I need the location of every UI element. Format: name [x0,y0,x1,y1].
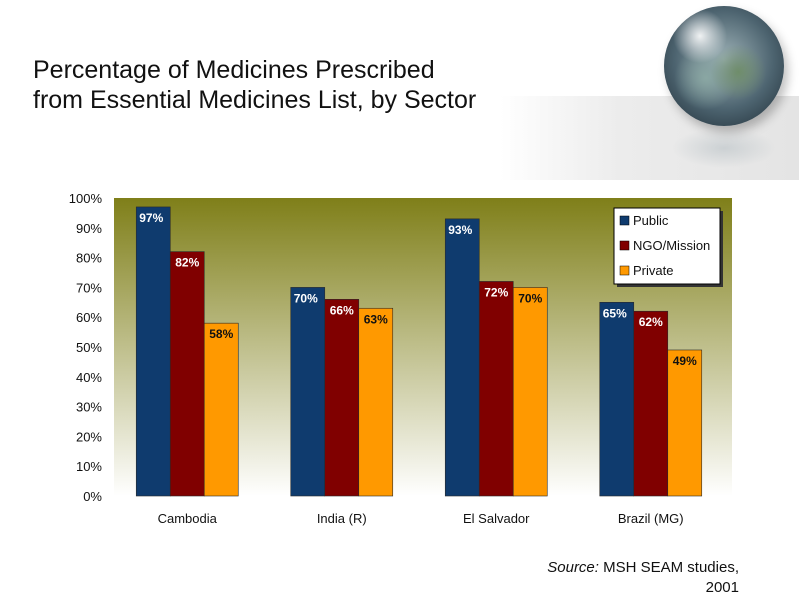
page-title: Percentage of Medicines Prescribed from … [33,55,476,115]
y-tick-label: 90% [76,221,102,236]
y-tick-label: 20% [76,429,102,444]
bar [203,322,239,497]
globe-image [664,6,784,126]
data-label: 58% [209,327,233,341]
legend-swatch [619,265,630,276]
bar [444,218,480,497]
data-label: 70% [294,291,318,305]
data-label: 63% [364,312,388,326]
y-tick-label: 30% [76,400,102,415]
globe-reflection [672,128,776,168]
data-label: 65% [603,306,627,320]
y-tick-label: 10% [76,459,102,474]
bar [633,310,669,497]
bar [599,301,635,497]
y-tick-label: 100% [69,191,103,206]
data-label: 62% [639,315,663,329]
legend-label: Public [633,213,669,228]
source-note: Source: MSH SEAM studies, 2001 [500,558,739,598]
bar [478,281,514,497]
bar [358,307,394,497]
title-line-1: Percentage of Medicines Prescribed [33,56,435,84]
data-label: 93% [448,223,472,237]
y-tick-label: 80% [76,251,102,266]
y-tick-label: 0% [83,489,102,504]
source-text: MSH SEAM studies, [603,559,739,576]
bar [667,349,703,497]
source-label: Source: [547,559,599,576]
bar [290,287,326,497]
y-tick-label: 50% [76,340,102,355]
y-tick-label: 70% [76,280,102,295]
data-label: 72% [484,285,508,299]
bar [135,206,171,497]
title-line-2: from Essential Medicines List, by Sector [33,86,477,114]
bar [512,287,548,497]
legend-swatch [619,240,630,251]
bar [324,299,360,497]
legend-label: Private [633,263,673,278]
legend-box [613,207,721,285]
legend-label: NGO/Mission [633,238,710,253]
source-year: 2001 [705,579,739,596]
x-category-label: El Salvador [463,511,530,526]
x-category-label: Cambodia [158,511,218,526]
y-tick-label: 60% [76,310,102,325]
data-label: 82% [175,256,199,270]
y-tick-label: 40% [76,370,102,385]
data-label: 66% [330,303,354,317]
bar [169,251,205,497]
x-category-label: India (R) [317,511,367,526]
data-label: 70% [518,291,542,305]
x-category-label: Brazil (MG) [618,511,684,526]
data-label: 97% [139,211,163,225]
legend-swatch [619,215,630,226]
data-label: 49% [673,354,697,368]
